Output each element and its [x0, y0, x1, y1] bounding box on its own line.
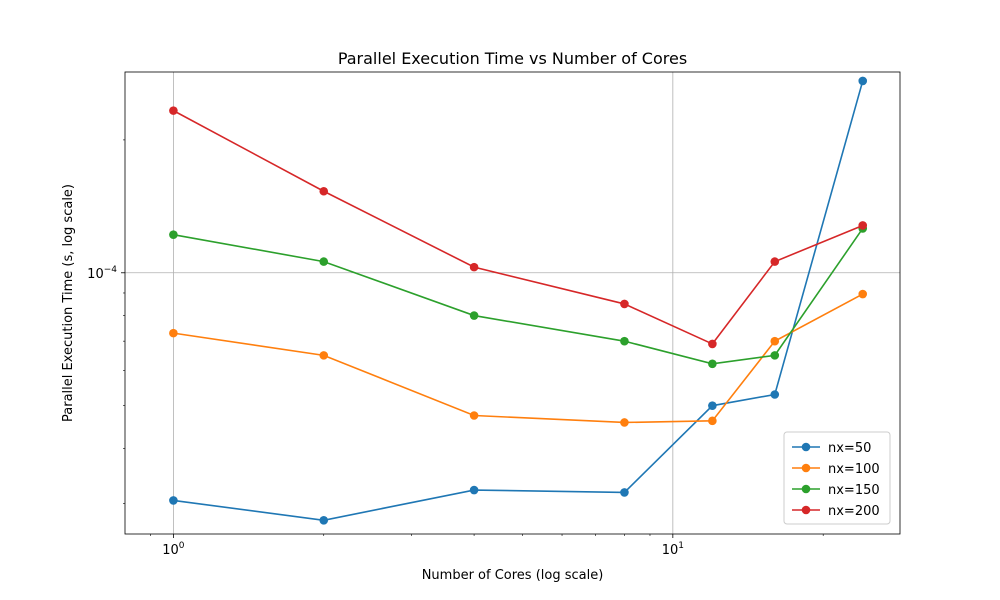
y-tick-label: 10−4: [87, 265, 117, 282]
data-point: [708, 416, 717, 426]
legend-box: [783, 431, 891, 525]
legend-label: nx=200: [828, 504, 880, 519]
data-point: [469, 311, 479, 320]
series-nx=150: [169, 224, 868, 369]
legend-swatch-marker: [801, 463, 811, 473]
data-point: [858, 76, 868, 86]
data-point: [620, 418, 629, 427]
grid-lines: [125, 72, 900, 534]
data-point: [770, 336, 780, 346]
series-nx=100: [169, 289, 868, 427]
data-point: [469, 411, 479, 420]
data-point: [319, 186, 329, 196]
series-nx=200: [169, 106, 868, 349]
data-point: [319, 351, 329, 360]
legend-swatch-marker: [801, 505, 811, 515]
legend-label: nx=100: [828, 462, 880, 477]
plot-frame: [124, 71, 901, 535]
x-tick-label: 101: [662, 541, 684, 558]
legend-item: nx=50: [792, 441, 871, 456]
data-point: [858, 221, 868, 230]
data-point: [770, 351, 780, 360]
data-point: [708, 401, 717, 410]
legend-item: nx=100: [792, 462, 880, 477]
data-point: [620, 488, 629, 497]
data-point: [770, 257, 780, 266]
data-point: [319, 257, 329, 266]
data-point: [169, 106, 178, 115]
x-axis-label: Number of Cores (log scale): [422, 568, 604, 583]
data-point: [770, 390, 780, 399]
data-point: [469, 485, 479, 495]
series-line: [173, 228, 864, 365]
axes-frame: [124, 71, 901, 535]
legend-swatch-marker: [801, 484, 811, 494]
data-point: [169, 496, 178, 505]
legend-label: nx=150: [828, 483, 880, 498]
data-point: [708, 359, 717, 369]
data-point: [708, 339, 717, 349]
legend-item: nx=200: [792, 504, 880, 519]
x-tick-label: 100: [162, 541, 185, 558]
series-layer: [169, 76, 868, 525]
chart-title: Parallel Execution Time vs Number of Cor…: [338, 49, 687, 68]
legend-label: nx=50: [828, 441, 871, 456]
legend-swatch-marker: [801, 442, 811, 452]
series-line: [173, 80, 864, 522]
data-point: [319, 515, 329, 525]
legend-item: nx=150: [792, 483, 880, 498]
data-point: [469, 262, 479, 272]
y-axis-label: Parallel Execution Time (s, log scale): [61, 184, 76, 422]
data-point: [169, 328, 178, 338]
data-point: [620, 299, 629, 309]
series-nx=50: [169, 76, 868, 525]
series-line: [173, 109, 864, 345]
data-point: [858, 289, 868, 299]
legend: nx=50 nx=100 nx=150 nx=200: [783, 431, 891, 525]
data-point: [620, 336, 629, 346]
data-point: [169, 230, 178, 239]
axis-ticks: 100 101 10−4: [87, 139, 824, 558]
